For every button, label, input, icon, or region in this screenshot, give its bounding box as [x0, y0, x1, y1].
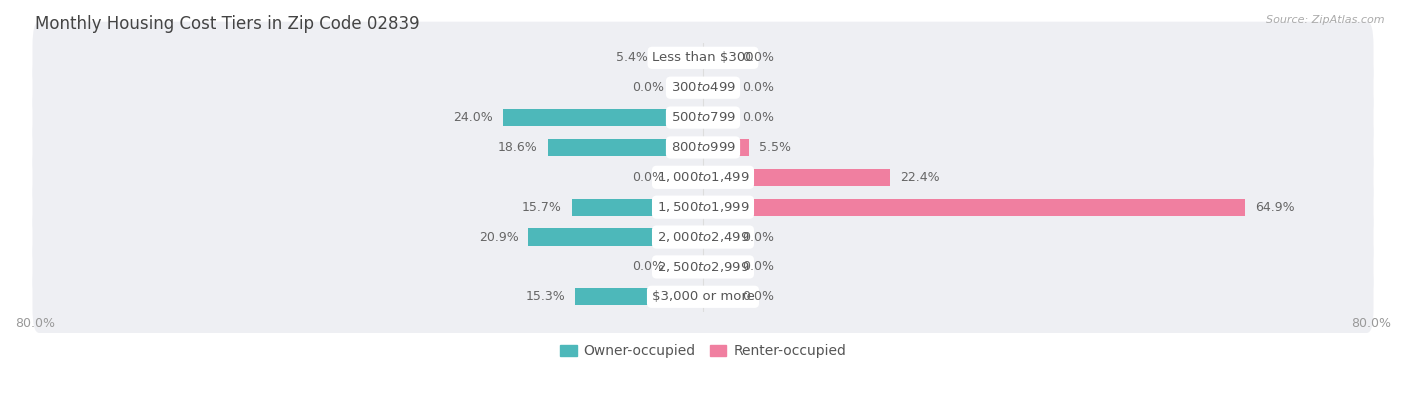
Bar	[572, 198, 703, 216]
FancyBboxPatch shape	[32, 201, 1374, 273]
FancyBboxPatch shape	[32, 171, 1374, 243]
Text: 0.0%: 0.0%	[631, 261, 664, 273]
FancyBboxPatch shape	[32, 261, 1374, 333]
Text: $2,000 to $2,499: $2,000 to $2,499	[657, 230, 749, 244]
Bar	[703, 198, 1244, 216]
Bar	[673, 258, 703, 276]
Bar	[703, 79, 733, 96]
Bar	[529, 228, 703, 246]
Text: 15.7%: 15.7%	[522, 201, 562, 214]
Text: 15.3%: 15.3%	[526, 290, 565, 303]
Text: $800 to $999: $800 to $999	[671, 141, 735, 154]
Bar	[548, 139, 703, 156]
Bar	[703, 109, 733, 126]
Text: 64.9%: 64.9%	[1256, 201, 1295, 214]
Bar	[703, 168, 890, 186]
Bar	[703, 228, 733, 246]
Bar	[703, 139, 749, 156]
Text: 0.0%: 0.0%	[742, 51, 775, 64]
Text: 18.6%: 18.6%	[498, 141, 537, 154]
Text: $300 to $499: $300 to $499	[671, 81, 735, 94]
FancyBboxPatch shape	[32, 81, 1374, 154]
Bar	[703, 288, 733, 305]
FancyBboxPatch shape	[32, 22, 1374, 94]
Text: 5.4%: 5.4%	[616, 51, 648, 64]
Text: Source: ZipAtlas.com: Source: ZipAtlas.com	[1267, 15, 1385, 24]
Text: $2,500 to $2,999: $2,500 to $2,999	[657, 260, 749, 274]
Text: 5.5%: 5.5%	[759, 141, 792, 154]
Text: 20.9%: 20.9%	[478, 231, 519, 244]
Bar	[673, 79, 703, 96]
Text: $500 to $799: $500 to $799	[671, 111, 735, 124]
FancyBboxPatch shape	[32, 111, 1374, 183]
Text: 0.0%: 0.0%	[631, 171, 664, 184]
Legend: Owner-occupied, Renter-occupied: Owner-occupied, Renter-occupied	[554, 339, 852, 364]
Text: 24.0%: 24.0%	[453, 111, 492, 124]
Bar	[703, 49, 733, 66]
Text: Less than $300: Less than $300	[652, 51, 754, 64]
Text: 0.0%: 0.0%	[742, 261, 775, 273]
Text: Monthly Housing Cost Tiers in Zip Code 02839: Monthly Housing Cost Tiers in Zip Code 0…	[35, 15, 419, 33]
FancyBboxPatch shape	[32, 231, 1374, 303]
Text: 0.0%: 0.0%	[631, 81, 664, 94]
FancyBboxPatch shape	[32, 51, 1374, 124]
Text: $3,000 or more: $3,000 or more	[651, 290, 755, 303]
Text: 0.0%: 0.0%	[742, 231, 775, 244]
Text: 22.4%: 22.4%	[900, 171, 939, 184]
Text: $1,500 to $1,999: $1,500 to $1,999	[657, 200, 749, 214]
Text: 0.0%: 0.0%	[742, 290, 775, 303]
Bar	[658, 49, 703, 66]
Bar	[673, 168, 703, 186]
Text: $1,000 to $1,499: $1,000 to $1,499	[657, 170, 749, 184]
Bar	[703, 258, 733, 276]
FancyBboxPatch shape	[32, 141, 1374, 213]
Bar	[502, 109, 703, 126]
Text: 0.0%: 0.0%	[742, 111, 775, 124]
Bar	[575, 288, 703, 305]
Text: 0.0%: 0.0%	[742, 81, 775, 94]
